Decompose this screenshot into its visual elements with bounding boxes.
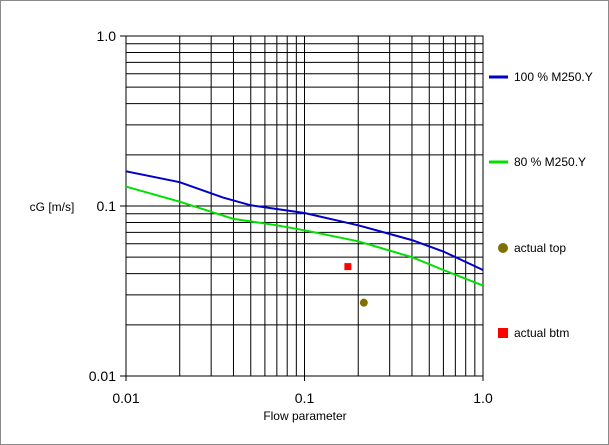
data-point <box>359 298 368 307</box>
legend-label: 100 % M250.Y <box>514 70 593 84</box>
x-tick-label: 0.01 <box>112 390 139 406</box>
y-axis-label: cG [m/s] <box>30 200 75 214</box>
legend-label: 80 % M250.Y <box>514 155 586 169</box>
x-axis-label: Flow parameter <box>263 409 346 423</box>
y-tick-label: 0.01 <box>89 368 116 384</box>
data-point <box>344 263 352 271</box>
legend-label: actual top <box>514 241 566 255</box>
grid <box>126 36 483 376</box>
legend-swatch <box>498 243 508 253</box>
legend-label: actual btm <box>514 326 569 340</box>
series-layer <box>125 170 484 307</box>
x-tick-label: 1.0 <box>473 390 493 406</box>
y-tick-label: 1.0 <box>97 28 117 44</box>
legend-swatch <box>498 328 508 338</box>
legend: 100 % M250.Y 80 % M250.Y actual top actual … <box>489 70 593 340</box>
series-line <box>125 170 484 271</box>
y-tick-label: 0.1 <box>97 198 117 214</box>
axis-ticks: 0.01 0.1 1.0 0.01 0.1 1.0 <box>89 28 493 406</box>
x-tick-label: 0.1 <box>295 390 315 406</box>
series-line <box>125 185 484 287</box>
